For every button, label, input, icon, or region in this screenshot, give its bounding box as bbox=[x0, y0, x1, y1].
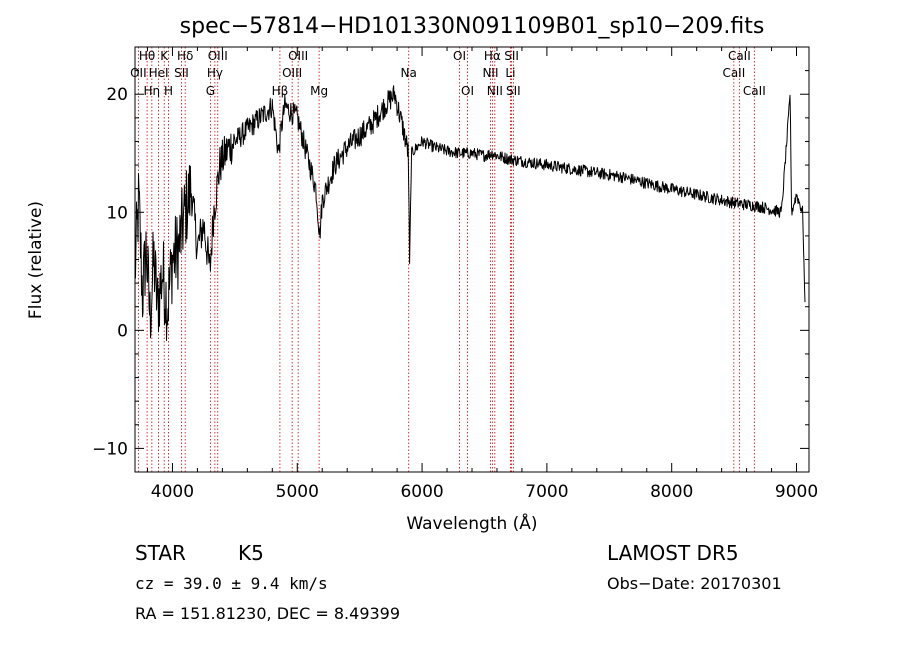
spectral-line-label: G bbox=[206, 84, 215, 98]
spectral-line-label: CaII bbox=[722, 66, 745, 80]
x-tick-label: 7000 bbox=[525, 482, 568, 502]
spectral-line-label: OIII bbox=[282, 66, 302, 80]
spectral-line-label: NII bbox=[487, 84, 503, 98]
redshift-cz: cz = 39.0 ± 9.4 km/s bbox=[135, 574, 328, 593]
spectral-line-label: OIII bbox=[288, 49, 308, 63]
x-tick-label: 4000 bbox=[151, 482, 194, 502]
x-tick-label: 5000 bbox=[276, 482, 319, 502]
spectral-line-label: Mg bbox=[310, 84, 328, 98]
x-tick-label: 8000 bbox=[650, 482, 693, 502]
spectral-line-label: SII bbox=[174, 66, 189, 80]
x-axis-label: Wavelength (Å) bbox=[406, 512, 537, 534]
spectral-line-label: K bbox=[160, 49, 169, 63]
plot-frame bbox=[134, 46, 810, 473]
spectral-line-markers bbox=[137, 47, 755, 472]
spectral-line-label: OI bbox=[461, 84, 474, 98]
spectral-line-label: SII bbox=[506, 84, 521, 98]
spectral-line-label: Hδ bbox=[177, 49, 193, 63]
y-axis-label: Flux (relative) bbox=[26, 201, 46, 319]
spectral-line-label: OII bbox=[130, 66, 147, 80]
spectral-line-label: HeI bbox=[149, 66, 169, 80]
spectral-line-label: H bbox=[164, 84, 173, 98]
spectral-line-label: OIII bbox=[208, 49, 228, 63]
y-tick-label: −10 bbox=[92, 439, 128, 459]
ra-dec: RA = 151.81230, DEC = 8.49399 bbox=[135, 604, 400, 623]
spectral-line-label: Hθ bbox=[139, 49, 155, 63]
y-tick-label: 10 bbox=[106, 203, 128, 223]
chart-title: spec−57814−HD101330N091109B01_sp10−209.f… bbox=[180, 14, 765, 39]
spectrum-line bbox=[134, 85, 806, 341]
spectral-line-label: Hβ bbox=[272, 84, 289, 98]
spectral-line-label: SII bbox=[504, 49, 519, 63]
y-tick-label: 20 bbox=[106, 85, 128, 105]
x-tick-label: 9000 bbox=[775, 482, 818, 502]
spectral-line-label: CaII bbox=[743, 84, 766, 98]
spectral-line-label: Hα bbox=[484, 49, 501, 63]
spectral-line-label: CaII bbox=[728, 49, 751, 63]
spectral-line-label: Hη bbox=[144, 84, 161, 98]
spectral-line-label: Hγ bbox=[207, 66, 223, 80]
x-axis-ticks: 4000 5000 6000 7000 8000 9000 bbox=[146, 47, 818, 502]
y-tick-label: 0 bbox=[117, 321, 128, 341]
x-tick-label: 6000 bbox=[400, 482, 443, 502]
spectral-line-label: Na bbox=[401, 66, 417, 80]
survey-name: LAMOST DR5 bbox=[607, 541, 739, 565]
object-subclass: K5 bbox=[238, 541, 264, 565]
spectral-line-label: Li bbox=[505, 66, 515, 80]
spectral-line-label: NII bbox=[482, 66, 498, 80]
obs-date: Obs−Date: 20170301 bbox=[607, 574, 782, 593]
spectral-line-label: OI bbox=[453, 49, 466, 63]
object-class: STAR bbox=[135, 541, 186, 565]
y-axis-ticks: −10 0 10 20 bbox=[92, 46, 809, 473]
